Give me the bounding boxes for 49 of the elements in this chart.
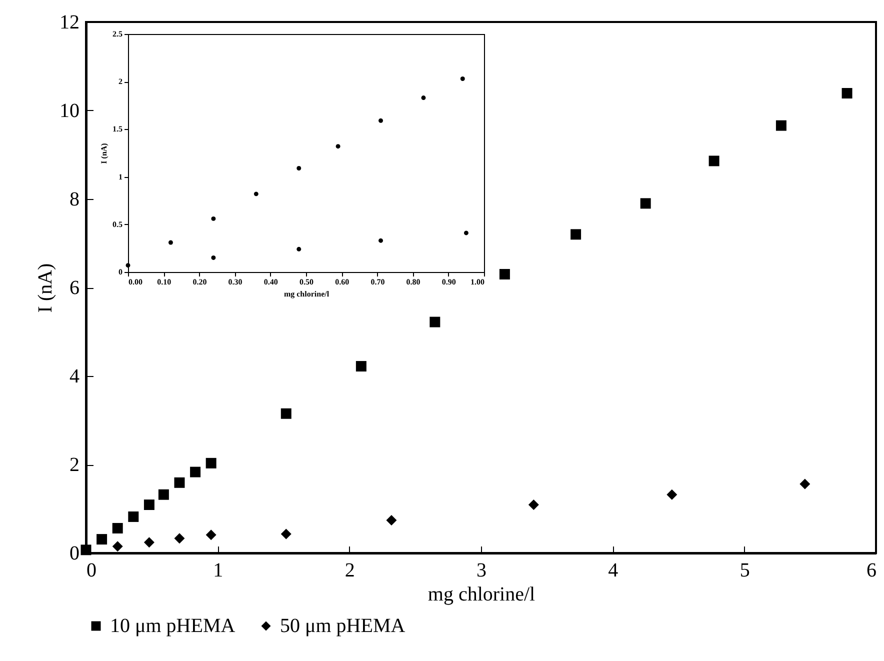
x-tick-label: 0.60 <box>335 278 350 286</box>
x-tick-label: 0.10 <box>157 278 172 286</box>
y-tick-label: 10 <box>60 100 80 122</box>
legend-label: 10 μm pHEMA <box>110 615 236 637</box>
x-tick-label: 2 <box>344 560 355 582</box>
point <box>378 238 383 243</box>
x-tick-label: 0 <box>86 560 96 582</box>
point <box>168 240 173 245</box>
x-tick-label: 3 <box>476 560 486 582</box>
y-tick-label: 8 <box>70 188 80 210</box>
y-tick-label: 2 <box>70 454 80 476</box>
x-tick-label: 5 <box>740 560 750 582</box>
y-tick-label: 0 <box>118 268 122 276</box>
point <box>296 246 302 252</box>
x-tick-label: 0.40 <box>264 278 278 286</box>
y-axis-title: I (nA) <box>100 142 108 164</box>
point <box>378 118 383 123</box>
y-axis-title: I (nA) <box>34 263 56 313</box>
y-tick-label: 2 <box>118 77 122 86</box>
point <box>296 166 302 170</box>
y-tick-label: 1 <box>118 172 122 182</box>
y-tick-label: 0.5 <box>112 220 122 229</box>
y-tick-label: 0 <box>70 542 80 564</box>
point <box>126 263 130 268</box>
point <box>421 96 426 100</box>
point <box>464 230 468 236</box>
x-tick-label: 4 <box>608 560 618 582</box>
x-tick-label: 0.20 <box>192 278 207 286</box>
point <box>211 216 216 221</box>
x-tick-label: 0.90 <box>442 278 456 286</box>
x-tick-label: 1 <box>213 560 224 582</box>
x-tick-label: 0.50 <box>300 278 314 286</box>
y-tick-label: 12 <box>60 12 80 34</box>
x-tick-label: 0.00 <box>128 278 142 286</box>
x-tick-label: 0.70 <box>370 278 385 286</box>
y-tick-label: 1.5 <box>112 124 122 134</box>
x-axis-title: mg chlorine/l <box>428 584 536 606</box>
legend-label: 50 μm pHEMA <box>280 615 406 637</box>
y-tick-label: 2.5 <box>112 30 122 38</box>
x-axis-title: mg chlorine/l <box>284 290 330 298</box>
x-tick-label: 0.30 <box>228 278 242 286</box>
point <box>460 76 465 81</box>
point <box>336 144 340 149</box>
point <box>254 192 258 196</box>
y-tick-label: 4 <box>70 366 80 388</box>
x-tick-label: 1.00 <box>470 278 484 286</box>
point <box>211 255 216 260</box>
x-tick-label: 0.80 <box>406 278 420 286</box>
x-tick-label: 6 <box>866 560 876 582</box>
